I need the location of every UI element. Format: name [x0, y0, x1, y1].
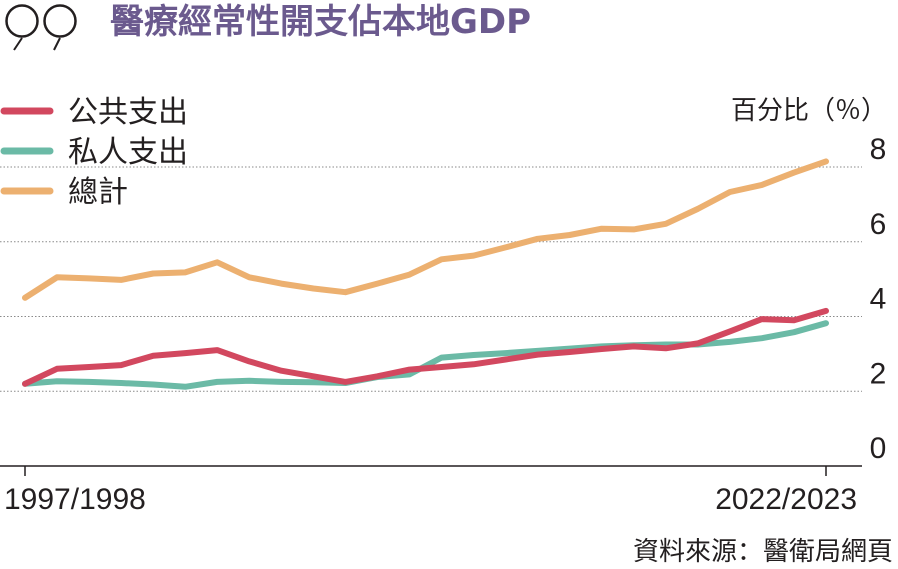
legend-label-total: 總計 [68, 175, 128, 210]
series-lines [22, 158, 829, 390]
gridlines [0, 166, 862, 392]
y-tick-label: 8 [870, 133, 887, 166]
x-ticks: 1997/1998 2022/2023 [4, 466, 857, 516]
logo-icon [5, 4, 77, 51]
y-tick-labels: 0 2 4 6 8 [870, 133, 887, 465]
chart-title: 醫療經常性開支佔本地GDP [110, 2, 531, 42]
legend: 公共支出 私人支出 總計 [0, 95, 188, 210]
y-tick-label: 4 [870, 283, 887, 316]
y-tick-label: 2 [870, 357, 887, 390]
y-tick-label: 0 [870, 432, 887, 465]
y-axis-label: 百分比（％） [731, 96, 887, 126]
source-note: 資料來源：醫衛局網頁 [633, 537, 893, 567]
series-line-total [22, 158, 829, 301]
series-line-public [22, 307, 829, 387]
x-tick-label: 1997/1998 [4, 483, 146, 516]
x-tick-label: 2022/2023 [715, 483, 857, 516]
legend-label-private: 私人支出 [68, 135, 188, 170]
legend-label-public: 公共支出 [68, 95, 188, 130]
y-tick-label: 6 [870, 208, 887, 241]
